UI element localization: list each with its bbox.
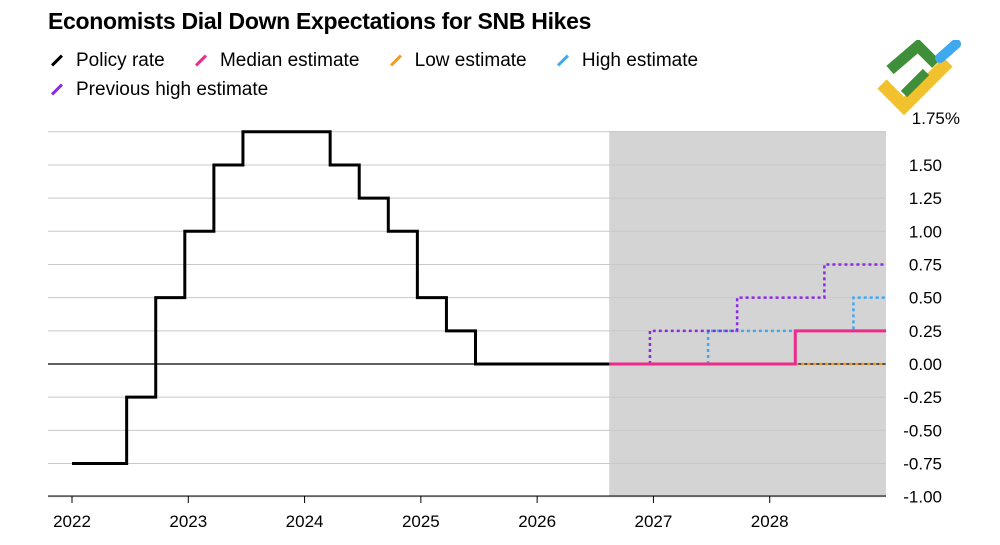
legend-label-high-estimate: High estimate bbox=[581, 50, 699, 71]
chart-title: Economists Dial Down Expectations for SN… bbox=[48, 8, 592, 34]
x-tick-label: 2028 bbox=[751, 512, 789, 531]
brand-logo-icon bbox=[877, 40, 961, 116]
legend-item-low-estimate: Low estimate bbox=[387, 48, 527, 73]
y-unit-label: 1.75% bbox=[912, 109, 960, 128]
x-tick-label: 2023 bbox=[169, 512, 207, 531]
y-tick-label: 1.25 bbox=[909, 189, 942, 208]
y-tick-label: 0.00 bbox=[909, 355, 942, 374]
y-tick-label: 0.25 bbox=[909, 322, 942, 341]
legend-item-high-estimate: High estimate bbox=[554, 48, 698, 73]
y-tick-label: 1.50 bbox=[909, 156, 942, 175]
x-tick-label: 2026 bbox=[518, 512, 556, 531]
y-tick-label: 0.75 bbox=[909, 255, 942, 274]
legend-item-policy-rate: Policy rate bbox=[48, 48, 165, 73]
y-tick-label: -0.50 bbox=[903, 421, 942, 440]
legend-label-low-estimate: Low estimate bbox=[414, 50, 527, 71]
series-high-estimate bbox=[706, 296, 886, 364]
y-tick-label: 1.00 bbox=[909, 222, 942, 241]
x-tick-label: 2025 bbox=[402, 512, 440, 531]
y-tick-label: -0.25 bbox=[903, 388, 942, 407]
y-tick-label: 0.50 bbox=[909, 289, 942, 308]
x-tick-label: 2024 bbox=[286, 512, 324, 531]
series-policy-rate bbox=[72, 130, 610, 466]
y-tick-label: -0.75 bbox=[903, 455, 942, 474]
y-tick-label: -1.00 bbox=[903, 488, 942, 507]
legend-label-policy-rate: Policy rate bbox=[76, 50, 165, 71]
x-tick-label: 2022 bbox=[53, 512, 91, 531]
series-median-estimate bbox=[609, 329, 886, 366]
legend-label-previous-high-estimate: Previous high estimate bbox=[76, 79, 269, 100]
x-tick-label: 2027 bbox=[635, 512, 673, 531]
forecast-region bbox=[609, 131, 886, 496]
legend-label-median-estimate: Median estimate bbox=[219, 50, 360, 71]
legend: Policy rate Median estimate Low estimate… bbox=[48, 44, 868, 102]
legend-item-median-estimate: Median estimate bbox=[192, 48, 359, 73]
legend-item-previous-high-estimate: Previous high estimate bbox=[48, 77, 268, 102]
